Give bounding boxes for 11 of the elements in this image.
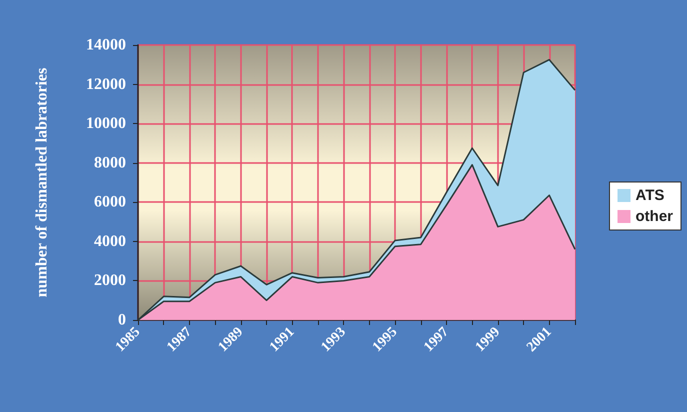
legend-label: ATS	[636, 187, 664, 204]
y-tick-label: 4000	[94, 232, 126, 250]
y-tick-label: 2000	[94, 272, 126, 290]
y-tick-label: 10000	[86, 115, 126, 132]
y-tick-label: 6000	[94, 194, 126, 211]
y-axis-title: number of dismantled labratories	[34, 68, 50, 298]
y-tick-label: 14000	[86, 36, 126, 54]
y-tick-label: 12000	[86, 76, 126, 93]
y-tick-label: 0	[118, 312, 126, 328]
legend-label: other	[636, 208, 674, 225]
y-tick-label: 8000	[94, 154, 126, 172]
